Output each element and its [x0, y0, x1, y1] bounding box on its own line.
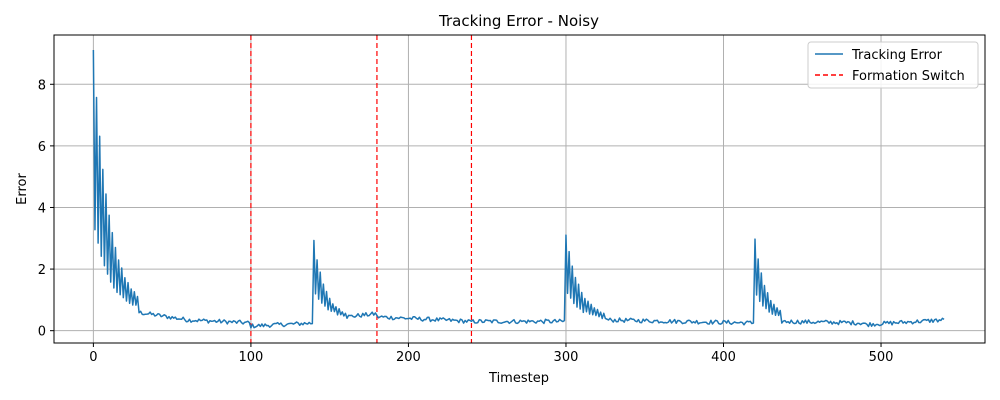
y-axis-ticks: 0 2 4 6 8	[38, 78, 54, 340]
y-tick-label: 8	[38, 78, 46, 93]
tracking-error-series-line	[92, 50, 945, 329]
x-tick-label: 500	[869, 350, 894, 365]
legend-box	[807, 41, 979, 89]
y-tick-label: 2	[38, 263, 46, 278]
formation-switch-lines	[250, 35, 473, 343]
y-tick-label: 0	[38, 325, 46, 340]
y-axis-label: Error	[15, 173, 30, 205]
legend: Tracking Error Formation Switch	[807, 41, 979, 89]
x-axis-ticks: 0 100 200 300 400 500	[89, 343, 893, 365]
x-tick-label: 100	[238, 350, 263, 365]
x-tick-label: 300	[554, 350, 579, 365]
chart-title: Tracking Error - Noisy	[438, 12, 599, 30]
x-axis-label: Timestep	[488, 371, 549, 386]
x-tick-label: 200	[396, 350, 421, 365]
y-tick-label: 6	[38, 140, 46, 155]
legend-label-tracking-error: Tracking Error	[851, 48, 943, 63]
x-tick-label: 0	[89, 350, 97, 365]
y-tick-label: 4	[38, 201, 46, 216]
plot-frame	[53, 34, 986, 344]
legend-label-formation-switch: Formation Switch	[852, 69, 965, 84]
x-tick-label: 400	[711, 350, 736, 365]
